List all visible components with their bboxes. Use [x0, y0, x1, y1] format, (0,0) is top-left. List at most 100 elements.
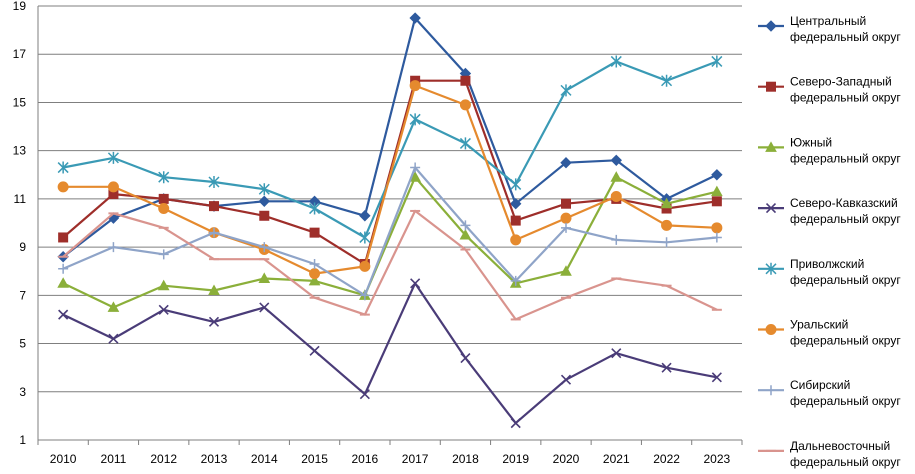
legend-marker	[765, 141, 777, 152]
data-point	[309, 227, 320, 238]
data-point	[359, 210, 371, 222]
data-point	[108, 333, 119, 344]
series-7	[58, 162, 722, 301]
data-point	[610, 171, 623, 182]
data-point	[610, 190, 622, 202]
data-point	[510, 234, 522, 246]
data-point	[258, 183, 270, 196]
data-point	[309, 202, 321, 215]
series-1	[57, 12, 723, 263]
legend-marker	[765, 203, 777, 214]
legend-marker	[766, 385, 776, 396]
series-8	[58, 209, 722, 321]
data-point	[660, 197, 673, 209]
data-point	[661, 74, 673, 87]
data-point	[359, 389, 370, 400]
data-point	[510, 178, 522, 191]
y-tick-label: 7	[19, 288, 26, 302]
data-point	[510, 198, 522, 210]
data-point	[611, 348, 622, 359]
legend-label: федеральный округ	[790, 30, 901, 44]
data-point	[258, 272, 271, 283]
legend-label: Сибирский	[790, 378, 850, 392]
data-point	[57, 277, 69, 288]
data-point	[711, 196, 722, 207]
data-point	[158, 203, 170, 215]
data-point	[610, 55, 622, 68]
legend-label: Уральский	[790, 318, 848, 332]
x-tick-label: 2018	[452, 452, 479, 466]
series-4	[58, 278, 722, 429]
data-point	[711, 55, 723, 68]
data-point	[510, 275, 521, 286]
data-point	[359, 231, 371, 244]
y-tick-label: 11	[14, 192, 27, 206]
legend-label: федеральный округ	[790, 394, 901, 408]
data-point	[58, 232, 69, 243]
x-tick-label: 2021	[603, 452, 630, 466]
x-tick-label: 2017	[402, 452, 429, 466]
data-point	[460, 352, 471, 364]
legend-label: федеральный округ	[790, 151, 901, 165]
series-line	[62, 209, 718, 321]
y-tick-label: 13	[13, 144, 27, 158]
legend-item: Северо-Кавказский федеральный округ	[758, 196, 901, 226]
data-point	[661, 237, 672, 248]
legend-marker	[766, 81, 776, 92]
legend-label: федеральный округ	[790, 455, 901, 469]
x-tick-label: 2013	[201, 452, 228, 466]
legend-item: Приволжский федеральный округ	[758, 257, 901, 287]
legend-label: Северо-Западный	[790, 75, 892, 89]
x-tick-label: 2012	[150, 452, 177, 466]
y-tick-label: 19	[13, 0, 27, 13]
x-tick-label: 2022	[653, 452, 680, 466]
legend-label: Южный	[790, 135, 832, 149]
legend-label: федеральный округ	[790, 334, 901, 348]
data-point	[711, 169, 723, 181]
data-point	[259, 210, 270, 221]
x-tick-label: 2020	[553, 452, 580, 466]
legend-item: Дальневосточный федеральный округ	[758, 439, 901, 469]
data-point	[560, 374, 572, 385]
data-point	[209, 227, 219, 238]
data-point	[410, 278, 421, 289]
legend-label: Дальневосточный	[790, 439, 890, 453]
series-line	[62, 282, 718, 425]
legend-label: Северо-Кавказский	[790, 196, 898, 210]
data-point	[711, 372, 722, 383]
legend-item: Сибирский федеральный округ	[758, 378, 901, 408]
legend-label: федеральный округ	[790, 91, 901, 105]
data-point	[560, 265, 572, 276]
data-point	[58, 263, 69, 274]
x-tick-label: 2019	[502, 452, 529, 466]
data-point	[209, 201, 219, 212]
y-tick-label: 1	[19, 433, 26, 447]
data-point	[610, 154, 622, 167]
data-point	[711, 185, 723, 197]
data-point	[309, 345, 320, 356]
data-point	[560, 157, 572, 169]
legend-marker	[765, 262, 777, 275]
data-point	[309, 268, 321, 280]
data-point	[510, 418, 521, 429]
data-point	[510, 215, 521, 226]
data-point	[309, 258, 320, 269]
legend-item: Центральный федеральный округ	[758, 14, 901, 44]
x-tick-label: 2014	[251, 452, 278, 466]
data-point	[107, 181, 119, 193]
data-point	[711, 222, 723, 234]
x-tick-label: 2011	[101, 452, 127, 466]
data-point	[661, 362, 672, 373]
series-5	[57, 55, 723, 244]
x-tick-label: 2010	[50, 452, 77, 466]
data-point	[460, 75, 471, 86]
data-point	[157, 279, 170, 291]
data-point	[459, 137, 471, 150]
data-point	[460, 220, 471, 231]
data-point	[409, 113, 421, 126]
legend-marker	[765, 20, 777, 32]
data-point	[561, 222, 571, 233]
